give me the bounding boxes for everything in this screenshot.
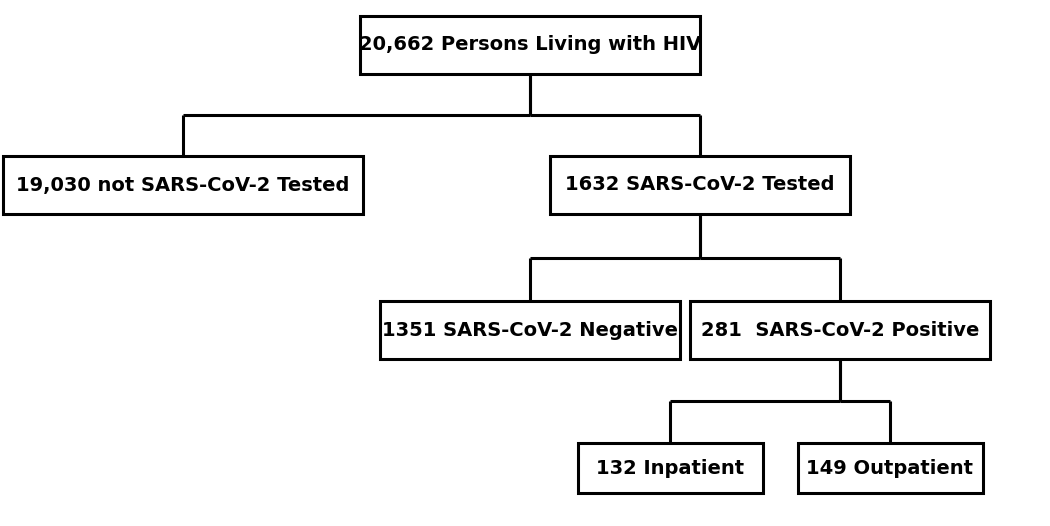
FancyBboxPatch shape xyxy=(360,16,700,74)
FancyBboxPatch shape xyxy=(690,301,990,359)
FancyBboxPatch shape xyxy=(550,156,850,214)
FancyBboxPatch shape xyxy=(578,443,762,493)
Text: 20,662 Persons Living with HIV: 20,662 Persons Living with HIV xyxy=(359,35,701,55)
Text: 281  SARS-CoV-2 Positive: 281 SARS-CoV-2 Positive xyxy=(700,320,980,339)
FancyBboxPatch shape xyxy=(798,443,983,493)
FancyBboxPatch shape xyxy=(3,156,363,214)
Text: 1632 SARS-CoV-2 Tested: 1632 SARS-CoV-2 Tested xyxy=(565,176,835,195)
Text: 149 Outpatient: 149 Outpatient xyxy=(806,459,973,478)
Text: 132 Inpatient: 132 Inpatient xyxy=(596,459,744,478)
Text: 19,030 not SARS-CoV-2 Tested: 19,030 not SARS-CoV-2 Tested xyxy=(17,176,350,195)
Text: 1351 SARS-CoV-2 Negative: 1351 SARS-CoV-2 Negative xyxy=(382,320,678,339)
FancyBboxPatch shape xyxy=(380,301,680,359)
